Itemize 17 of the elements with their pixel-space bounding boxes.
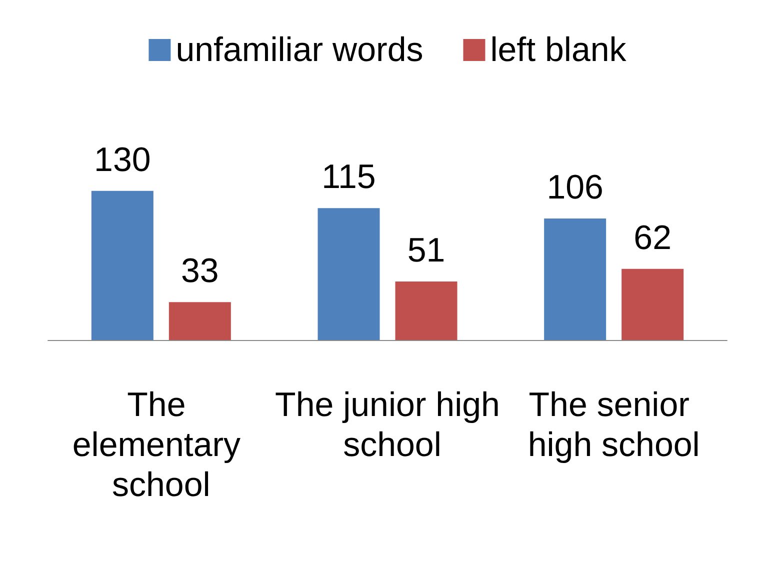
data-label: 33 — [181, 252, 219, 290]
bar — [91, 190, 154, 340]
data-label: 62 — [634, 218, 672, 257]
legend-label: unfamiliar words — [176, 31, 424, 69]
bar — [318, 208, 380, 340]
bar — [395, 282, 458, 340]
data-label: 51 — [407, 232, 446, 270]
x-tick-label: The junior high school — [275, 386, 500, 464]
bar — [168, 302, 231, 340]
data-label: 106 — [546, 168, 604, 206]
legend-label: left blank — [490, 31, 628, 69]
data-label: 130 — [94, 140, 151, 179]
data-label: 115 — [322, 158, 376, 196]
bar — [622, 268, 684, 340]
bar — [544, 218, 606, 340]
x-tick-label: The elementary school — [72, 386, 250, 504]
x-tick-label: The senior high school — [528, 386, 700, 464]
